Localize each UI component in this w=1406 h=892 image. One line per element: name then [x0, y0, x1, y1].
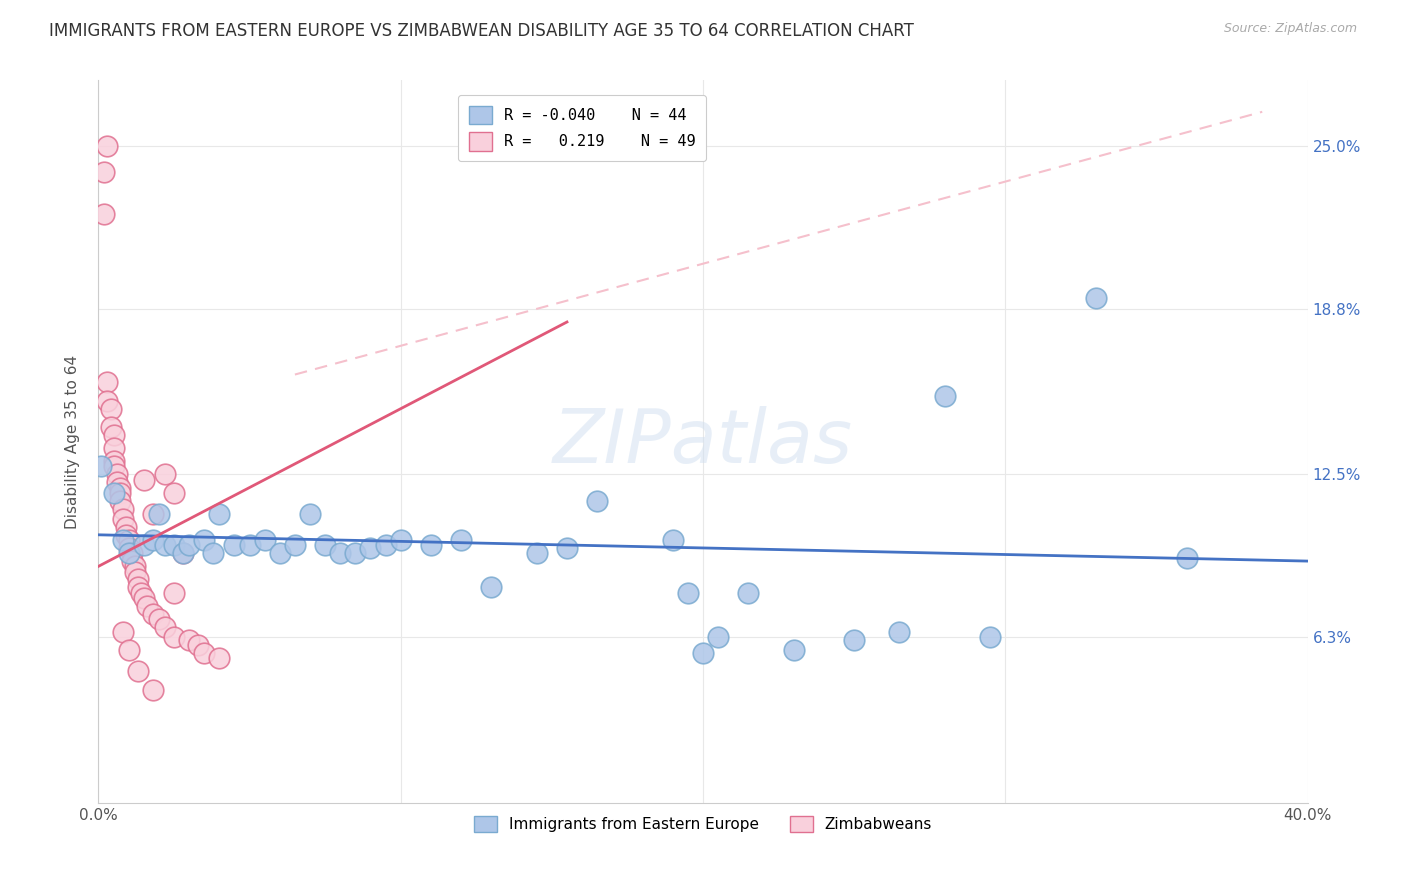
Point — [103, 485, 125, 500]
Point — [132, 538, 155, 552]
Point — [450, 533, 472, 547]
Point — [163, 630, 186, 644]
Point — [118, 533, 141, 547]
Point — [111, 533, 134, 547]
Point — [179, 632, 201, 647]
Point — [148, 507, 170, 521]
Point — [90, 459, 112, 474]
Point — [1175, 551, 1198, 566]
Point — [344, 546, 367, 560]
Point — [96, 139, 118, 153]
Point — [114, 528, 136, 542]
Point — [121, 554, 143, 568]
Point — [105, 467, 128, 482]
Point — [676, 585, 699, 599]
Point — [187, 638, 209, 652]
Point — [844, 632, 866, 647]
Point — [163, 485, 186, 500]
Point — [142, 682, 165, 697]
Point — [1085, 291, 1108, 305]
Point — [586, 493, 609, 508]
Point — [555, 541, 578, 555]
Point — [96, 393, 118, 408]
Point — [129, 585, 152, 599]
Point — [121, 546, 143, 560]
Point — [253, 533, 276, 547]
Legend: Immigrants from Eastern Europe, Zimbabweans: Immigrants from Eastern Europe, Zimbabwe… — [468, 810, 938, 838]
Point — [96, 376, 118, 390]
Point — [707, 630, 730, 644]
Point — [103, 428, 125, 442]
Point — [142, 507, 165, 521]
Point — [329, 546, 352, 560]
Point — [127, 665, 149, 679]
Point — [100, 420, 122, 434]
Point — [111, 501, 134, 516]
Point — [103, 441, 125, 455]
Point — [127, 580, 149, 594]
Point — [142, 533, 165, 547]
Point — [783, 643, 806, 657]
Point — [269, 546, 291, 560]
Point — [314, 538, 336, 552]
Point — [103, 454, 125, 468]
Point — [111, 625, 134, 640]
Text: IMMIGRANTS FROM EASTERN EUROPE VS ZIMBABWEAN DISABILITY AGE 35 TO 64 CORRELATION: IMMIGRANTS FROM EASTERN EUROPE VS ZIMBAB… — [49, 22, 914, 40]
Point — [142, 607, 165, 621]
Point — [118, 541, 141, 555]
Point — [100, 401, 122, 416]
Point — [93, 207, 115, 221]
Text: Source: ZipAtlas.com: Source: ZipAtlas.com — [1223, 22, 1357, 36]
Point — [193, 533, 215, 547]
Point — [124, 565, 146, 579]
Point — [979, 630, 1001, 644]
Point — [172, 546, 194, 560]
Point — [163, 538, 186, 552]
Point — [111, 512, 134, 526]
Y-axis label: Disability Age 35 to 64: Disability Age 35 to 64 — [65, 354, 80, 529]
Point — [114, 520, 136, 534]
Point — [108, 493, 131, 508]
Point — [127, 573, 149, 587]
Point — [284, 538, 307, 552]
Point — [179, 538, 201, 552]
Point — [208, 507, 231, 521]
Point — [208, 651, 231, 665]
Point — [481, 580, 503, 594]
Point — [420, 538, 443, 552]
Point — [132, 591, 155, 605]
Point — [153, 620, 176, 634]
Point — [172, 546, 194, 560]
Point — [135, 599, 157, 613]
Point — [360, 541, 382, 555]
Point — [124, 559, 146, 574]
Point — [202, 546, 225, 560]
Point — [737, 585, 759, 599]
Text: ZIPatlas: ZIPatlas — [553, 406, 853, 477]
Point — [193, 646, 215, 660]
Point — [148, 612, 170, 626]
Point — [692, 646, 714, 660]
Point — [118, 546, 141, 560]
Point — [889, 625, 911, 640]
Point — [374, 538, 396, 552]
Point — [105, 475, 128, 490]
Point — [299, 507, 322, 521]
Point — [93, 165, 115, 179]
Point — [389, 533, 412, 547]
Point — [132, 473, 155, 487]
Point — [153, 538, 176, 552]
Point — [934, 388, 956, 402]
Point — [239, 538, 262, 552]
Point — [118, 643, 141, 657]
Point — [163, 585, 186, 599]
Point — [103, 459, 125, 474]
Point — [153, 467, 176, 482]
Point — [224, 538, 246, 552]
Point — [108, 481, 131, 495]
Point — [526, 546, 548, 560]
Point — [661, 533, 683, 547]
Point — [108, 485, 131, 500]
